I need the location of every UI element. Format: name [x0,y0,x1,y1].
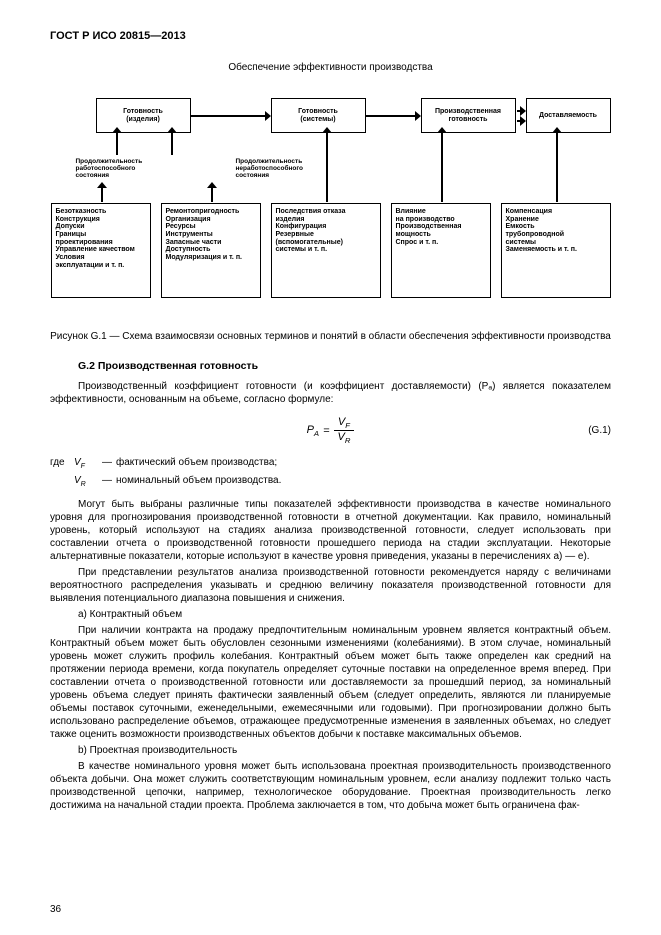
concept-detail-box: Безотказность Конструкция Допуски Границ… [51,203,151,298]
concept-box: Производственная готовность [421,98,516,133]
arrow-right [517,110,520,112]
arrow-up [556,133,558,202]
arrow-up [326,133,328,202]
standard-header: ГОСТ Р ИСО 20815—2013 [50,30,611,42]
paragraph: Производственный коэффициент готовности … [50,380,611,406]
arrow-up [211,188,213,202]
equation-number: (G.1) [588,425,611,436]
page-number: 36 [50,904,61,915]
figure-caption: Рисунок G.1 — Схема взаимосвязи основных… [50,331,611,342]
concept-detail-box: Компенсация Хранение Емкость трубопровод… [501,203,611,298]
paragraph: При представлении результатов анализа пр… [50,566,611,605]
section-heading: G.2 Производственная готовность [78,360,611,372]
concept-box: Готовность (системы) [271,98,366,133]
where-block: где VF — фактический объем производства;… [50,455,611,490]
list-item-a: a) Контрактный объем [50,608,611,621]
arrow-up [171,133,173,155]
concept-detail-box: Ремонтопригодность Организация Ресурсы И… [161,203,261,298]
concept-box: Доставляемость [526,98,611,133]
arrow-right [517,120,520,122]
paragraph: При наличии контракта на продажу предпоч… [50,624,611,741]
concept-detail-box: Последствия отказа изделия Конфигурация … [271,203,381,298]
flowchart-diagram: Готовность (изделия)Готовность (системы)… [51,88,611,313]
arrow-up [116,133,118,155]
paragraph: В качестве номинального уровня может быт… [50,760,611,812]
arrow-right [366,115,415,117]
arrow-up [441,133,443,202]
diagram-label: Продолжительность неработоспособного сос… [236,158,303,179]
diagram-label: Продолжительность работоспособного состо… [76,158,143,179]
arrow-up [101,188,103,202]
list-item-b: b) Проектная производительность [50,744,611,757]
diagram-title: Обеспечение эффективности производства [50,62,611,73]
formula: PA = VF VR (G.1) [50,416,611,445]
concept-detail-box: Влияние на производство Производственная… [391,203,491,298]
paragraph: Могут быть выбраны различные типы показа… [50,498,611,563]
arrow-right [191,115,265,117]
